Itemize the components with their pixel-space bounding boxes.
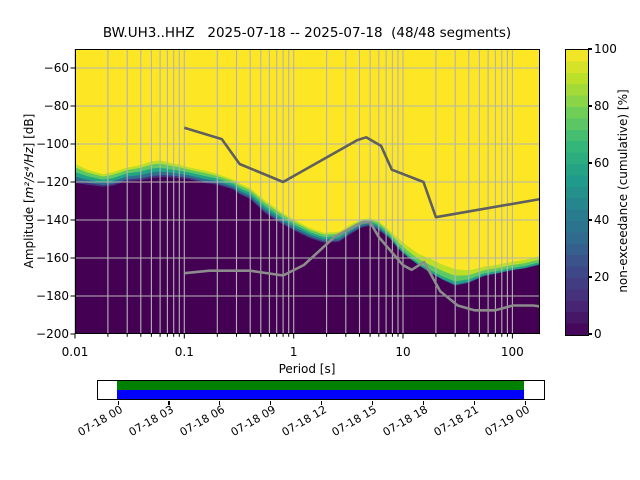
axis-ticks xyxy=(70,67,513,339)
timeline-tick-label: 07-19 00 xyxy=(482,403,532,439)
timeline-tick-label: 07-18 00 xyxy=(75,403,125,439)
colorbar-tick xyxy=(588,105,592,107)
timeline-tick xyxy=(371,400,374,405)
timeline-tick xyxy=(473,400,475,405)
timeline-tick xyxy=(422,400,424,405)
timeline-tick xyxy=(219,400,221,405)
high-noise-model-line xyxy=(183,126,541,219)
timeline-tick-label: 07-18 15 xyxy=(330,403,380,439)
timeline-tick xyxy=(524,400,526,405)
timeline-tick xyxy=(168,400,170,405)
colorbar-tick xyxy=(588,48,592,50)
timeline-tick-label: 07-18 06 xyxy=(177,403,227,439)
grid-lines xyxy=(74,49,540,334)
low-noise-model-line xyxy=(184,220,541,312)
timeline-tick xyxy=(270,400,272,405)
timeline-tick-label: 07-18 18 xyxy=(380,403,431,439)
timeline-tick xyxy=(321,400,323,405)
timeline-tick xyxy=(117,400,119,405)
plot-frame xyxy=(75,49,540,334)
colorbar-tick xyxy=(588,219,592,221)
colorbar-tick xyxy=(588,333,592,335)
y-axis-units: m²/s⁴/Hz xyxy=(22,147,36,199)
timeline-tick-label: 07-18 12 xyxy=(279,403,329,439)
coverage-data-bar xyxy=(117,390,524,399)
timeline-tick-label: 07-18 03 xyxy=(126,403,176,439)
coverage-timeline xyxy=(97,379,545,400)
colorbar-tick xyxy=(588,162,592,164)
timeline-tick-label: 07-18 09 xyxy=(228,403,278,439)
coverage-processed-bar xyxy=(117,381,524,390)
ppsd-band xyxy=(75,177,540,334)
timeline-tick-label: 07-18 21 xyxy=(431,403,482,439)
ppsd-plot-area xyxy=(70,49,541,339)
colorbar-tick xyxy=(588,276,592,278)
colorbar xyxy=(565,49,589,336)
